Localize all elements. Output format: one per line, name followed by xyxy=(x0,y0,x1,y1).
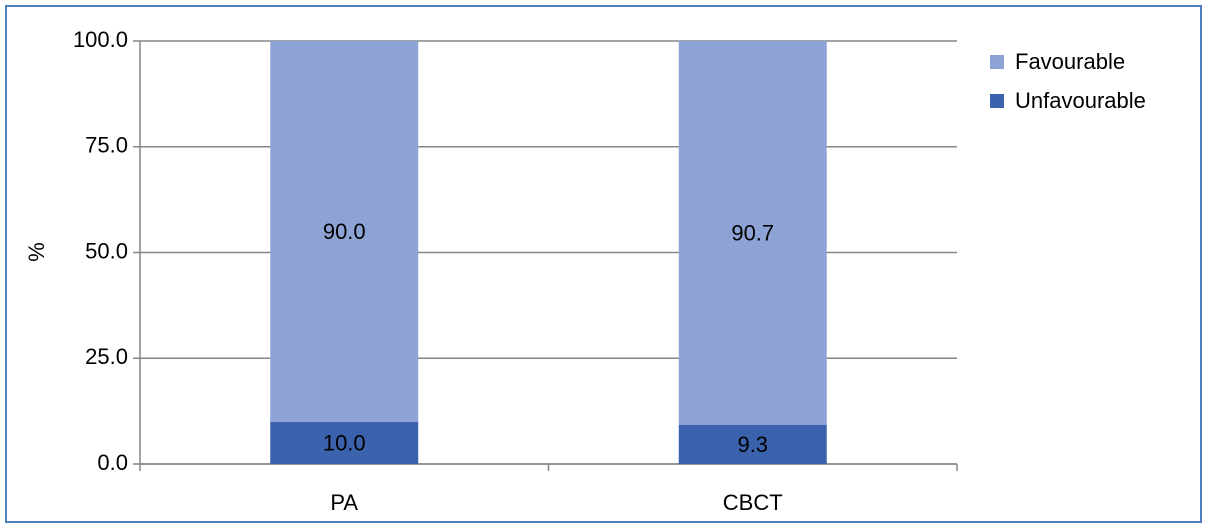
legend-swatch xyxy=(990,94,1004,108)
y-axis-label: % xyxy=(24,242,49,262)
chart-border xyxy=(5,5,1202,523)
y-tick-label: 0.0 xyxy=(97,450,128,475)
data-label: 90.0 xyxy=(323,219,366,244)
legend-label: Unfavourable xyxy=(1015,88,1146,113)
legend-swatch xyxy=(990,55,1004,69)
bar-segment xyxy=(678,41,827,425)
y-tick-label: 75.0 xyxy=(85,133,128,158)
bar-segment xyxy=(678,424,827,464)
bar-segment xyxy=(270,41,419,422)
data-label: 9.3 xyxy=(737,432,768,457)
y-tick-label: 25.0 xyxy=(85,344,128,369)
bar-segment xyxy=(270,421,419,464)
y-tick-label: 50.0 xyxy=(85,238,128,263)
data-label: 10.0 xyxy=(323,431,366,456)
x-tick-label: CBCT xyxy=(723,490,783,515)
data-label: 90.7 xyxy=(731,221,774,246)
legend-label: Favourable xyxy=(1015,49,1125,74)
y-tick-label: 100.0 xyxy=(73,27,128,52)
x-tick-label: PA xyxy=(330,490,358,515)
